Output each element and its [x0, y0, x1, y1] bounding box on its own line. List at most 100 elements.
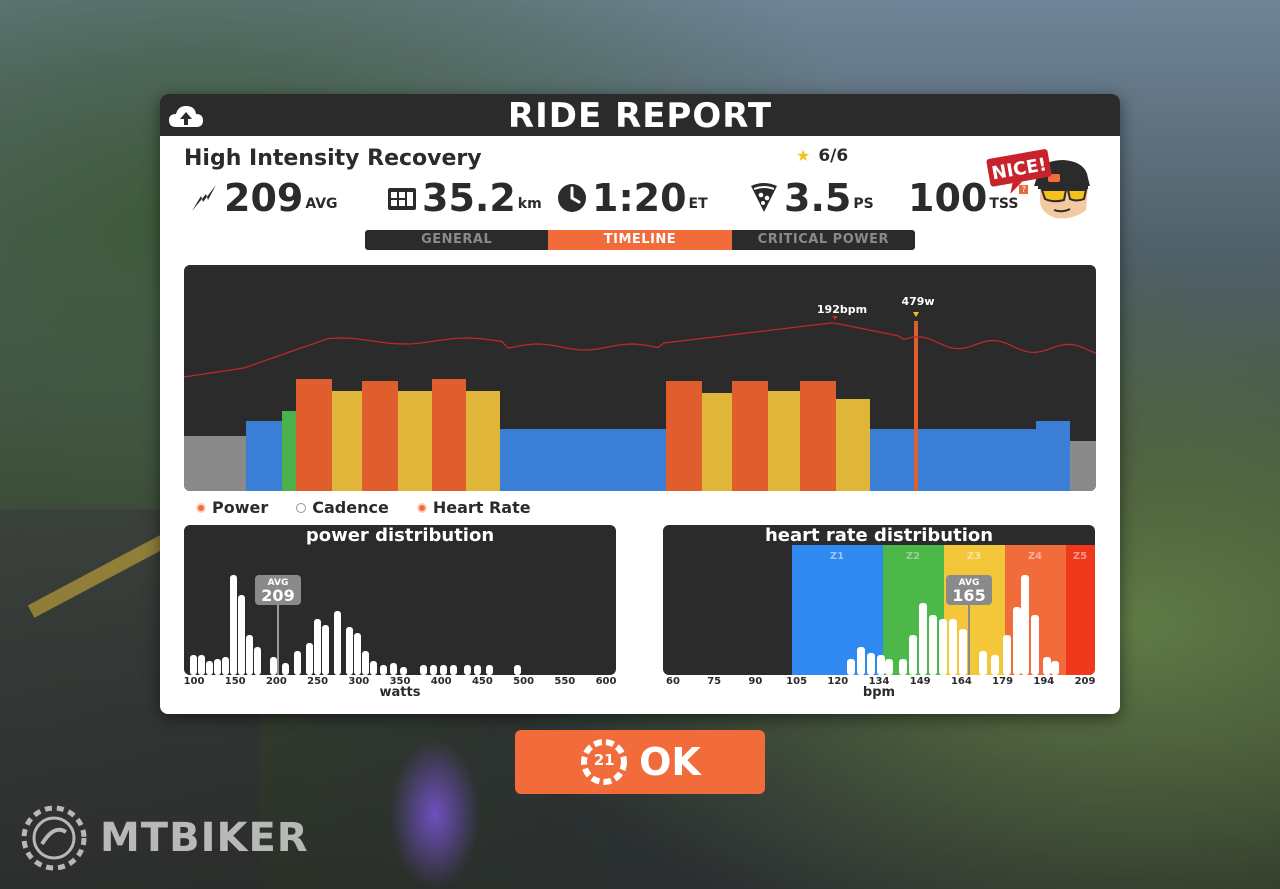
hr-histogram-bar: [1031, 615, 1039, 675]
zone-z5: [1066, 545, 1095, 675]
power-bolt-icon: [192, 185, 216, 211]
power-histogram-bar: [214, 659, 221, 675]
hr-peak-label: 192bpm: [817, 303, 867, 316]
zone-label-z5: Z5: [1073, 551, 1087, 562]
power-segment: [432, 379, 466, 491]
power-segment: [800, 381, 836, 491]
toggle-dot[interactable]: [296, 502, 307, 513]
power-segment: [702, 393, 732, 491]
power-segment: [362, 381, 398, 491]
power-histogram-bar: [306, 643, 313, 675]
hr-histogram-bar: [857, 647, 865, 675]
avatar-face-icon: [1034, 160, 1090, 219]
power-segment: [836, 399, 870, 491]
hr-histogram-bar: [919, 603, 927, 675]
power-histogram-bar: [354, 633, 361, 675]
stat-value: 35.2: [422, 176, 516, 220]
hr-axis-label: bpm: [862, 685, 896, 700]
hr-histogram-bar: [979, 651, 987, 675]
pizza-slice-icon: [751, 183, 777, 212]
hr-histogram-bar: [877, 655, 885, 675]
tab-timeline[interactable]: TIMELINE: [548, 230, 732, 250]
countdown-ring-icon: [581, 739, 628, 785]
watermark: MTBIKER: [16, 800, 309, 876]
hr-histogram-bar: [1013, 607, 1021, 675]
nice-badge: NICE!: [986, 149, 1090, 219]
stars-value: 6/6: [818, 146, 849, 166]
legend-label: Power: [212, 498, 269, 517]
stat-unit: TSS: [989, 196, 1019, 212]
power-segment: [870, 429, 914, 491]
power-peak-marker: [913, 312, 919, 317]
hr-distribution-chart: heart rate distribution Z1 Z2 Z3 Z4 Z5 A…: [663, 525, 1095, 675]
legend-label: Cadence: [312, 498, 389, 517]
axis-tick: 134: [868, 676, 890, 687]
power-segment: [768, 391, 800, 491]
power-histogram: [190, 575, 521, 675]
legend-label: Heart Rate: [432, 498, 531, 517]
power-distribution-svg: AVG 209: [190, 575, 521, 675]
stat-tss: 100 TSS ?: [908, 174, 1029, 220]
star-icon: ★: [796, 146, 811, 165]
power-segment: [466, 391, 500, 491]
axis-tick: 500: [513, 676, 535, 687]
legend-heart-rate[interactable]: Heart Rate: [416, 498, 531, 517]
power-segment: [184, 436, 246, 491]
power-histogram-bar: [238, 595, 245, 675]
hr-histogram-bar: [939, 619, 947, 675]
zone-z1: [792, 545, 883, 675]
stat-unit: AVG: [305, 196, 338, 212]
power-segment: [500, 429, 666, 491]
axis-tick: 350: [389, 676, 411, 687]
hr-histogram-bar: [909, 635, 917, 675]
countdown-value: 21: [593, 751, 615, 769]
avg-hr-badge: [946, 575, 992, 605]
power-segment: [732, 381, 768, 491]
panel-title: RIDE REPORT: [507, 96, 773, 136]
ok-button[interactable]: 21 OK: [515, 730, 765, 794]
tss-help-icon[interactable]: ?: [1019, 185, 1029, 194]
hr-histogram-bar: [1003, 635, 1011, 675]
panel-header: RIDE REPORT: [160, 94, 1120, 136]
odometer-icon: [388, 188, 416, 210]
legend-power[interactable]: Power: [196, 498, 268, 517]
stat-pizza-slices: 3.5 PS: [748, 174, 874, 220]
axis-tick: 164: [950, 676, 972, 687]
power-histogram-bar: [390, 663, 397, 675]
power-segment: [398, 391, 432, 491]
toggle-dot[interactable]: [196, 502, 206, 513]
tab-general[interactable]: GENERAL: [365, 230, 549, 250]
power-histogram-bar: [322, 625, 329, 675]
avg-hr-value: 165: [952, 586, 985, 605]
watermark-text: MTBIKER: [100, 815, 309, 861]
zone-label-z2: Z2: [906, 551, 920, 562]
power-histogram-bar: [206, 661, 213, 675]
power-histogram-bar: [190, 655, 197, 675]
power-segment: [246, 421, 282, 491]
hr-histogram-bar: [1043, 657, 1051, 675]
power-histogram-bar: [246, 635, 253, 675]
hr-histogram: [847, 575, 1059, 675]
cloud-upload-icon[interactable]: [168, 103, 204, 129]
power-histogram-bar: [294, 651, 301, 675]
power-histogram-bar: [334, 611, 341, 675]
legend-cadence[interactable]: Cadence: [296, 498, 389, 517]
axis-tick: 194: [1033, 676, 1055, 687]
power-histogram-bar: [346, 627, 353, 675]
avg-power-value: 209: [261, 586, 294, 605]
power-axis-ticks: 100 150 200 250 300 350 400 450 500 550 600: [184, 676, 617, 690]
hr-histogram-bar: [885, 659, 893, 675]
stat-value: 1:20: [592, 176, 687, 220]
stat-unit: km: [517, 196, 542, 212]
toggle-dot[interactable]: [416, 502, 427, 513]
axis-tick: 600: [595, 676, 617, 687]
zone-label-z3: Z3: [967, 551, 981, 562]
power-histogram-bar: [514, 665, 521, 675]
power-histogram-bar: [380, 665, 387, 675]
tab-critical-power[interactable]: CRITICAL POWER: [731, 230, 915, 250]
stat-distance: 35.2 km: [386, 174, 542, 220]
power-histogram-bar: [222, 657, 229, 675]
background-rider-glow: [390, 740, 480, 889]
power-segment: [666, 381, 702, 491]
axis-tick: 90: [748, 676, 763, 687]
